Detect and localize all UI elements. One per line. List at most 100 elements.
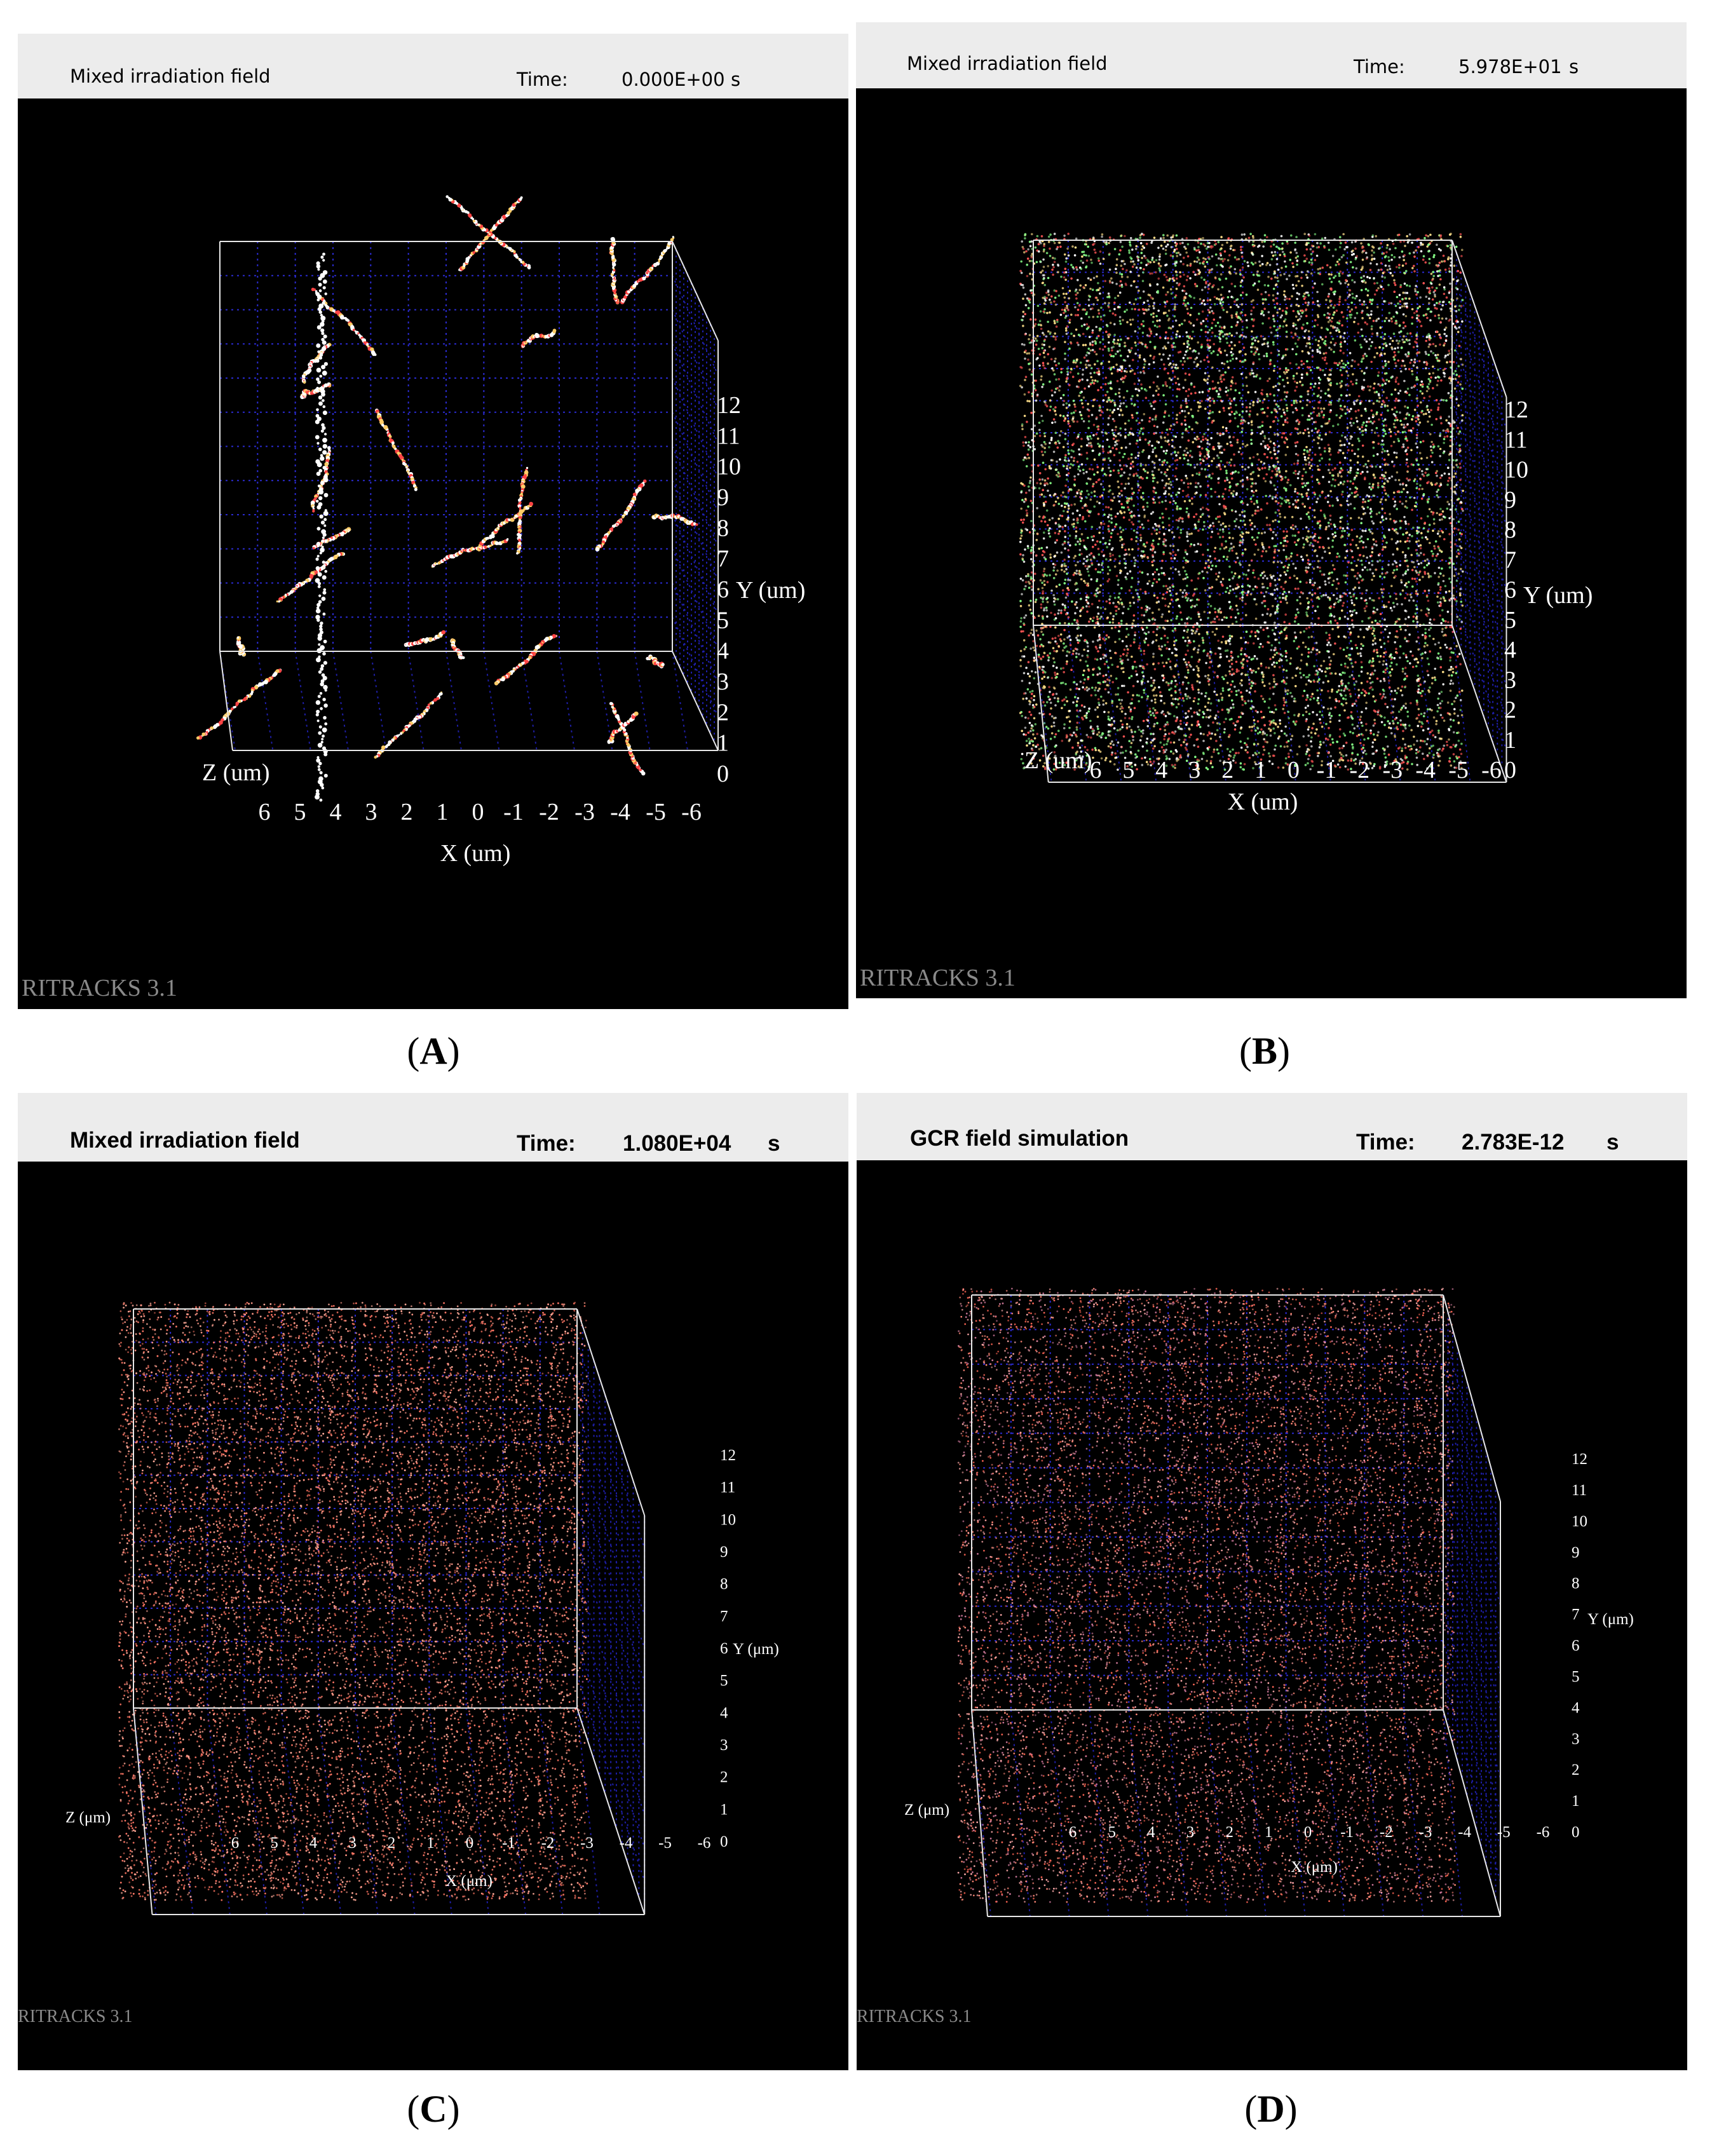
track-particle <box>1280 586 1282 588</box>
track-particle <box>1024 293 1027 296</box>
track-particle <box>1436 353 1439 356</box>
track-particle <box>1435 287 1438 290</box>
track-particle <box>1021 729 1023 733</box>
track-particle <box>1162 516 1164 519</box>
track-particle <box>1050 295 1053 298</box>
track-particle <box>1450 679 1453 682</box>
track-particle <box>1385 379 1388 381</box>
panel-b-titlebar: Mixed irradiation field Time: 5.978E+01 … <box>856 22 1687 88</box>
track-particle <box>1049 702 1052 704</box>
track-particle <box>1324 497 1327 499</box>
track-particle <box>1043 567 1046 570</box>
track-particle <box>1275 410 1278 413</box>
track-particle <box>1449 247 1452 249</box>
track-particle <box>1285 682 1287 685</box>
track-particle <box>1038 428 1041 431</box>
track-particle <box>1404 637 1406 640</box>
track-particle <box>1444 268 1447 271</box>
track-particle <box>1240 281 1242 283</box>
track-particle <box>1124 712 1127 715</box>
track-particle <box>1374 710 1377 713</box>
track-particle <box>1050 459 1053 461</box>
track-particle <box>1396 763 1399 766</box>
track-particle <box>1225 354 1228 356</box>
track-particle <box>1160 616 1163 618</box>
track-particle <box>1075 687 1078 690</box>
panel-a-3d-viewport[interactable]: 6 5 4 3 2 1 0 -1 -2 -3 -4 -5 -6 0 1 2 3 4 5 6 7 8 9 10 11 12 X (um… <box>18 98 848 1009</box>
track-particle <box>320 740 323 744</box>
track-particle <box>1270 529 1272 531</box>
track-particle <box>1263 749 1266 751</box>
track-particle <box>1347 759 1350 762</box>
track-particle <box>1247 584 1249 587</box>
track-particle <box>1132 529 1136 532</box>
track-particle <box>322 346 327 351</box>
track-particle <box>322 466 327 470</box>
track-particle <box>1075 534 1078 538</box>
track-particle <box>1225 471 1228 475</box>
track-particle <box>1155 639 1158 642</box>
track-particle <box>1301 482 1303 485</box>
track-particle <box>1080 417 1084 420</box>
grid-line-floor <box>1451 625 1471 783</box>
track-particle <box>1419 390 1422 393</box>
track-particle <box>1277 509 1281 512</box>
track-particle <box>1025 465 1028 468</box>
track-particle <box>1308 467 1312 470</box>
track-particle <box>202 735 204 736</box>
track-particle <box>1067 309 1070 311</box>
track-particle <box>320 667 324 671</box>
track-particle <box>1157 468 1160 471</box>
track-particle <box>1186 312 1190 315</box>
track-particle <box>1073 478 1077 481</box>
track-particle <box>1222 492 1225 496</box>
track-particle <box>1042 258 1045 261</box>
track-particle <box>1308 261 1311 264</box>
track-particle <box>1333 615 1336 618</box>
track-particle <box>1445 334 1448 337</box>
track-particle <box>1102 703 1105 706</box>
track-particle <box>1351 743 1354 746</box>
track-particle <box>1448 352 1451 355</box>
y-tick-label: 12 <box>717 392 741 419</box>
track-particle <box>1396 691 1398 695</box>
track-particle <box>1404 540 1407 543</box>
track-particle <box>322 259 325 262</box>
track-particle <box>1142 233 1145 236</box>
track-particle <box>1380 336 1382 339</box>
track-particle <box>1164 305 1167 308</box>
track-particle <box>1025 509 1028 512</box>
track-particle <box>1034 573 1036 575</box>
track-particle <box>1379 465 1382 468</box>
track-particle <box>1064 310 1067 313</box>
track-particle <box>1179 404 1183 407</box>
track-particle <box>1294 473 1297 475</box>
track-particle <box>1028 338 1030 341</box>
track-particle <box>1242 346 1246 349</box>
track-particle <box>1130 742 1133 745</box>
track-particle <box>1118 405 1122 407</box>
track-particle <box>1411 267 1414 269</box>
track-particle <box>1244 742 1246 745</box>
panel-b-3d-viewport[interactable]: 6 5 4 3 2 1 0 -1 -2 -3 -4 -5 -6 0 1 2 3 4 5 6 7 8 9 10 11 12 X (um… <box>856 88 1687 998</box>
track-particle <box>1166 315 1169 317</box>
track-particle <box>1087 299 1090 301</box>
track-particle <box>1202 733 1205 736</box>
track-particle <box>1113 338 1115 341</box>
track-particle <box>1336 327 1339 330</box>
track-particle <box>1077 697 1080 700</box>
track-particle <box>1439 707 1442 709</box>
track-particle <box>1083 287 1085 290</box>
track-particle <box>1111 740 1113 743</box>
track-particle <box>1172 279 1176 282</box>
track-particle <box>318 496 323 501</box>
track-particle <box>1069 688 1072 691</box>
track-particle <box>1128 365 1131 367</box>
track-particle <box>1206 734 1209 736</box>
track-particle <box>1169 327 1172 330</box>
track-particle <box>319 514 323 519</box>
track-particle <box>1430 282 1433 285</box>
track-particle <box>1195 482 1197 484</box>
track-particle <box>1174 475 1177 478</box>
track-particle <box>1047 656 1050 659</box>
